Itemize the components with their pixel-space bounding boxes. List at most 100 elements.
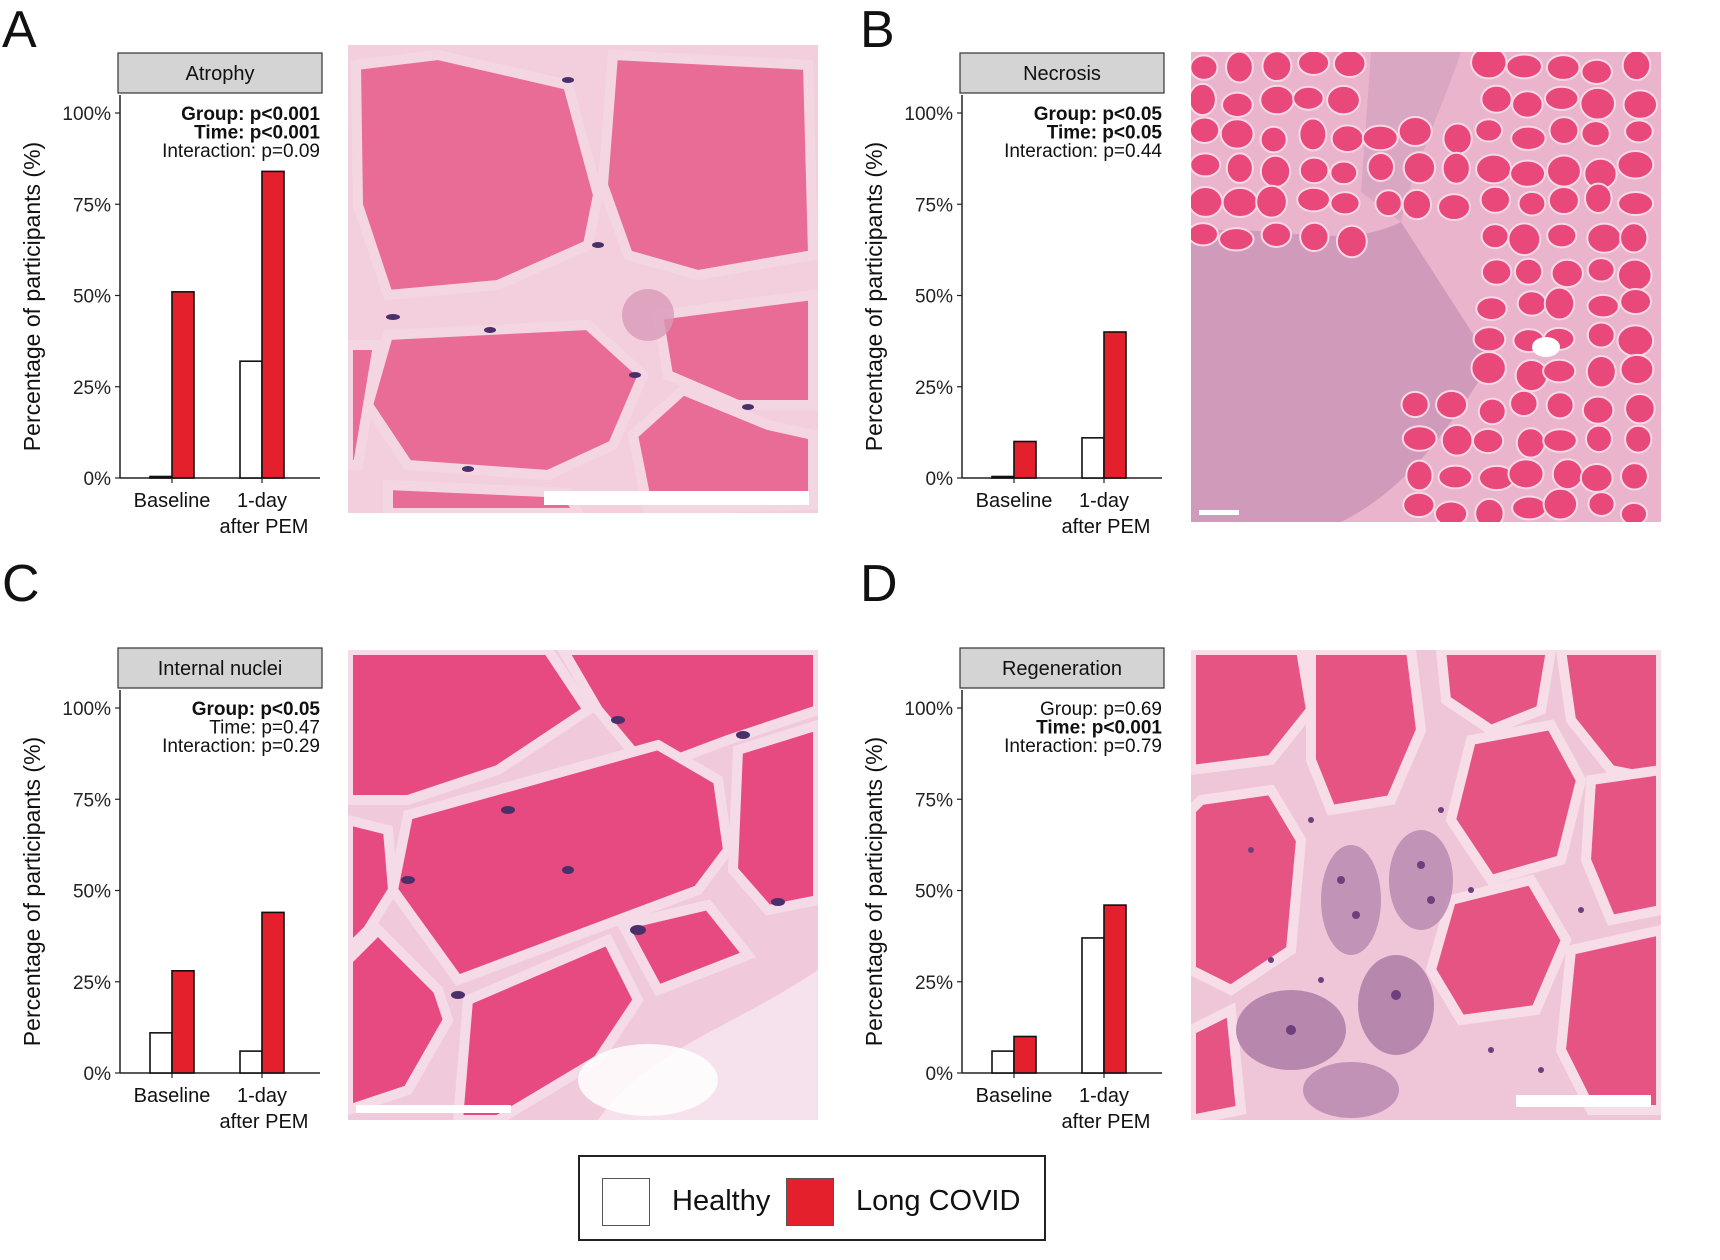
- facet-strip: [959, 52, 1165, 94]
- atrophy-micrograph: [348, 45, 818, 513]
- muscle-fiber: [1480, 84, 1513, 114]
- y-axis-label: Percentage of participants (%): [861, 142, 887, 451]
- facet-strip: [117, 647, 323, 689]
- muscle-fiber: [1475, 153, 1513, 185]
- muscle-fiber: [1441, 151, 1471, 185]
- x-tick-label: 1-day: [237, 1085, 287, 1107]
- muscle-fiber: [1332, 52, 1367, 79]
- y-tick-label: 25%: [915, 378, 953, 399]
- facet-title: Regeneration: [1002, 658, 1122, 680]
- muscle-fiber: [1517, 190, 1547, 217]
- muscle-fiber: [1402, 151, 1437, 185]
- muscle-fiber: [1329, 160, 1359, 186]
- muscle-fiber: [1470, 351, 1507, 386]
- internal-nuclei-micrograph-image: [348, 650, 818, 1120]
- bar-long-covid: [261, 911, 285, 1074]
- facet-strip: [117, 52, 323, 94]
- stat-annotation: Time: p=0.47: [209, 718, 320, 739]
- facet-title: Atrophy: [186, 63, 255, 85]
- stat-annotation: Time: p<0.001: [194, 123, 320, 144]
- muscle-fiber: [1616, 149, 1655, 180]
- muscle-fiber: [1516, 290, 1548, 317]
- muscle-fiber: [1259, 84, 1295, 116]
- stat-annotation: Interaction: p=0.79: [1004, 736, 1162, 757]
- muscle-fiber: [1259, 154, 1292, 189]
- regeneration-micrograph: [1191, 650, 1661, 1120]
- muscle-fiber: [1619, 288, 1653, 316]
- y-tick-label: 0%: [926, 1064, 954, 1085]
- facet-title: Necrosis: [1023, 63, 1101, 85]
- muscle-fiber: [1548, 116, 1580, 145]
- muscle-fiber: [1191, 116, 1221, 145]
- chart-regeneration: Regeneration 0% 25% 50% 75% 100% Percentage of…: [842, 595, 1182, 1160]
- muscle-fiber: [1586, 321, 1616, 349]
- muscle-fiber: [1616, 324, 1655, 358]
- muscle-fiber: [1617, 258, 1653, 292]
- muscle-fiber: [1219, 118, 1255, 150]
- bar-long-covid: [261, 170, 285, 479]
- muscle-fiber: [1480, 223, 1510, 250]
- muscle-fiber: [1581, 395, 1615, 425]
- legend-label-healthy: Healthy: [672, 1185, 771, 1217]
- muscle-fiber: [1550, 258, 1584, 289]
- muscle-fiber: [1510, 125, 1547, 152]
- bar-healthy: [991, 1050, 1015, 1074]
- internal-nuclei-micrograph: [348, 650, 818, 1120]
- bar-healthy: [239, 360, 263, 479]
- muscle-fiber: [1255, 184, 1288, 219]
- bar-healthy: [1081, 437, 1105, 479]
- muscle-fiber: [1619, 353, 1655, 385]
- muscle-fiber: [1374, 189, 1403, 218]
- muscle-fiber: [1401, 425, 1438, 452]
- bar-healthy: [1081, 937, 1105, 1074]
- muscle-fiber: [1509, 159, 1547, 188]
- muscle-fiber: [1580, 58, 1613, 86]
- muscle-fiber: [1218, 227, 1255, 252]
- panel-letter-b: B: [860, 1, 895, 59]
- y-axis-label: Percentage of participants (%): [19, 142, 45, 451]
- stat-annotation: Group: p<0.05: [1034, 104, 1163, 125]
- y-tick-label: 50%: [73, 882, 111, 903]
- bar-healthy: [239, 1050, 263, 1074]
- bar-long-covid: [171, 969, 195, 1074]
- muscle-fiber: [1260, 221, 1293, 248]
- muscle-fiber: [1551, 458, 1584, 491]
- chart-internal-nuclei-svg: Internal nuclei 0% 25% 50% 75% 100% Percentage…: [19, 647, 323, 1133]
- muscle-fiber: [1435, 389, 1469, 420]
- muscle-fiber: [1191, 186, 1224, 218]
- muscle-fiber: [1400, 390, 1430, 419]
- chart-regeneration-svg: Regeneration 0% 25% 50% 75% 100% Percentage of…: [861, 647, 1165, 1133]
- muscle-fiber: [1474, 118, 1504, 143]
- muscle-fiber: [1511, 495, 1548, 521]
- muscle-fiber: [1329, 191, 1361, 216]
- muscle-fiber: [1621, 52, 1652, 82]
- muscle-fiber: [1515, 427, 1546, 459]
- panel-letter-c: C: [2, 555, 40, 613]
- muscle-fiber: [1433, 500, 1469, 522]
- y-tick-label: 75%: [915, 195, 953, 216]
- muscle-fiber: [1299, 221, 1330, 253]
- scale-bar: [1199, 510, 1239, 515]
- bar-healthy: [991, 475, 1015, 479]
- muscle-fiber: [1297, 52, 1331, 76]
- stat-annotation: Time: p<0.05: [1047, 123, 1163, 144]
- legend: Healthy Long COVID: [578, 1155, 1046, 1241]
- muscle-fiber: [1586, 293, 1620, 319]
- muscle-fiber: [1543, 286, 1576, 321]
- muscle-fiber: [1543, 85, 1580, 112]
- muscle-fiber: [1587, 491, 1616, 517]
- legend-swatch-long-covid: [786, 1178, 834, 1226]
- scale-bar: [544, 491, 809, 505]
- muscle-fiber: [1296, 186, 1331, 213]
- x-tick-label: 1-day: [237, 490, 287, 512]
- muscle-fiber: [1584, 182, 1613, 214]
- chart-internal-nuclei: Internal nuclei 0% 25% 50% 75% 100% Percentage…: [0, 595, 340, 1160]
- muscle-fiber: [1191, 222, 1219, 247]
- stat-annotation: Interaction: p=0.44: [1004, 141, 1162, 162]
- y-axis-label: Percentage of participants (%): [861, 737, 887, 1046]
- chart-necrosis-svg: Necrosis 0% 25% 50% 75% 100% Percentage of par…: [861, 52, 1165, 538]
- x-tick-label: after PEM: [1062, 1111, 1151, 1133]
- muscle-fiber: [1547, 185, 1580, 216]
- muscle-fiber: [1545, 391, 1575, 420]
- muscle-fiber: [1442, 122, 1473, 155]
